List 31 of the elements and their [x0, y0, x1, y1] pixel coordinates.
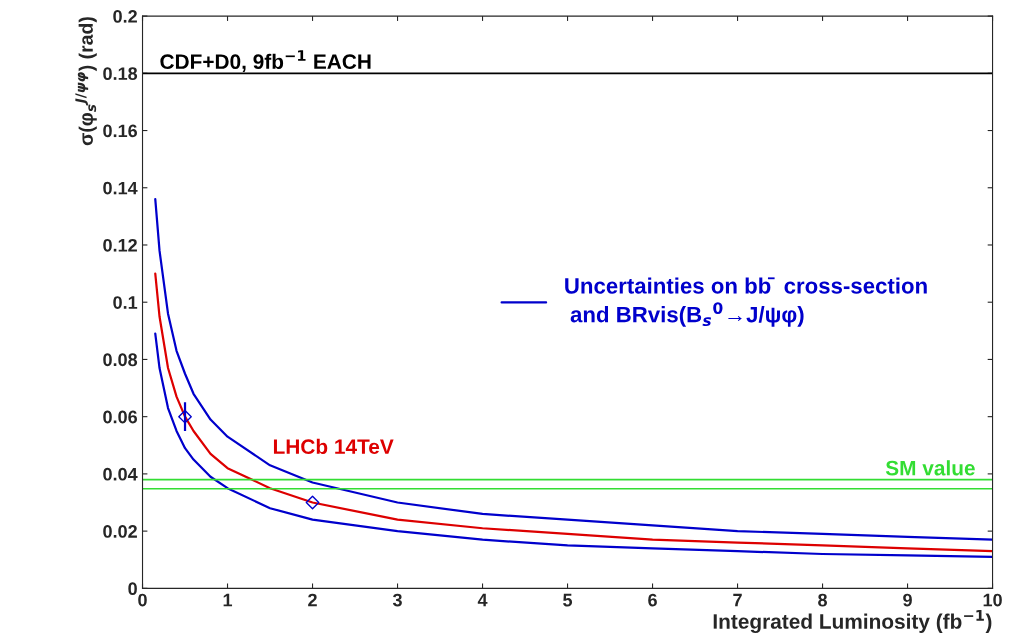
x-tick-label: 2	[308, 593, 317, 607]
legend-label: Uncertainties on bb̄ cross-section and BRvis(B$_{s}$$^{0}$→J/ψφ)	[565, 277, 927, 327]
x-axis-title: Integrated Luminosity (fb$^{−1}$)	[713, 610, 992, 634]
y-tick-label: 0.18	[103, 67, 138, 81]
y-tick-label: 0.08	[103, 353, 138, 367]
y-tick-label: 0.1	[113, 296, 138, 309]
y-tick-label: 0.04	[103, 467, 138, 481]
y-axis-title: σ(φ$_{s}$$^{J/ψφ}$) (rad)	[75, 17, 97, 146]
x-tick-label: 8	[818, 593, 828, 607]
line-series	[154, 332, 993, 558]
y-tick-label: 0.12	[103, 238, 137, 252]
x-tick-label: 5	[563, 593, 573, 607]
x-tick-label: 1	[223, 593, 233, 607]
line-series	[154, 198, 993, 541]
y-tick-label: 0.06	[103, 410, 138, 424]
x-tick-label: 9	[903, 593, 912, 607]
ref-line-label: SM value	[885, 460, 975, 476]
y-tick-label: 0.02	[103, 525, 137, 538]
y-tick-label: 0.14	[103, 181, 138, 195]
y-tick-label: 0.2	[113, 10, 137, 23]
x-tick-label: 10	[983, 593, 1002, 607]
x-tick-label: 6	[648, 593, 657, 607]
ref-line-label: CDF+D0, 9fb$^{−1}$ EACH	[160, 50, 371, 73]
y-tick-label: 0	[128, 582, 137, 596]
line-series	[154, 272, 993, 553]
x-tick-label: 3	[392, 593, 402, 607]
series-label: LHCb 14TeV	[273, 438, 394, 455]
x-tick-label: 7	[733, 593, 742, 607]
y-tick-label: 0.16	[103, 124, 138, 138]
x-tick-label: 4	[477, 593, 488, 607]
x-tick-label: 0	[138, 593, 147, 607]
